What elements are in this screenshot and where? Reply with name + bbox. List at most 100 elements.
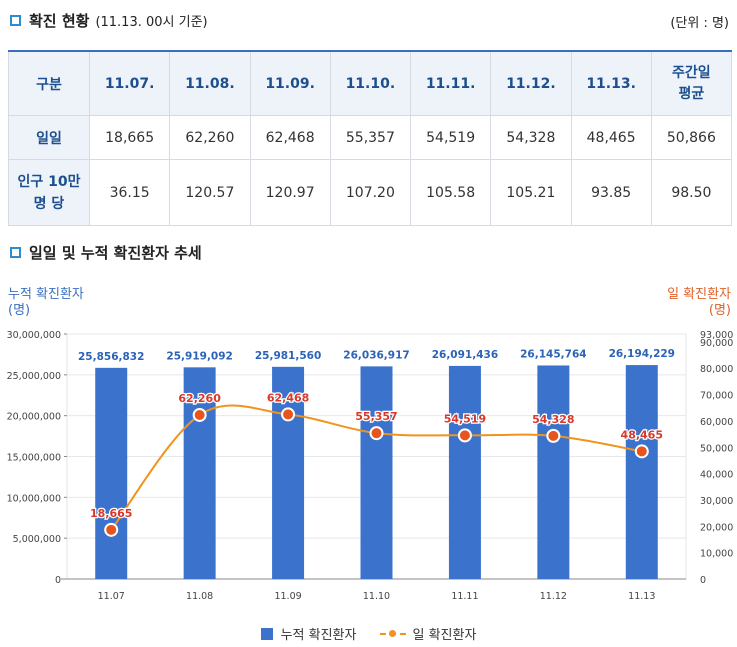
- right-tick-label: 90,000: [700, 338, 733, 349]
- legend-item-daily: 일 확진환자: [380, 624, 476, 643]
- table-row: 인구 10만 명 당 36.15 120.57 120.97 107.20 10…: [8, 159, 733, 226]
- bar-data-label: 25,856,832: [78, 351, 144, 363]
- table-header-cell: 11.08.: [169, 50, 251, 116]
- bar: [95, 367, 128, 579]
- section-title: 일일 및 누적 확진환자 추세: [29, 244, 202, 262]
- bar-data-label: 25,919,092: [166, 350, 232, 362]
- right-tick-label: 50,000: [700, 443, 733, 454]
- section-title: 확진 현황: [29, 12, 90, 30]
- table-cell: 54,328: [490, 115, 572, 160]
- left-tick-label: 10,000,000: [7, 493, 61, 504]
- legend-swatch-line: [380, 628, 407, 640]
- confirmed-cases-table: 구분 11.07. 11.08. 11.09. 11.10. 11.11. 11…: [8, 50, 733, 226]
- right-tick-label: 30,000: [700, 496, 733, 507]
- table-cell: 50,866: [650, 115, 733, 160]
- left-axis-title: 누적 확진환자 (명): [8, 287, 84, 318]
- section-subtitle: (11.13. 00시 기준): [95, 15, 208, 30]
- table-cell: 54,519: [409, 115, 492, 160]
- section-header-status: 확진 현황 (11.13. 00시 기준): [10, 10, 208, 31]
- table-cell: 36.15: [88, 159, 171, 226]
- line-point: [104, 522, 119, 537]
- table-cell: 120.97: [249, 159, 331, 226]
- table-cell: 105.21: [490, 159, 572, 226]
- table-cell: 48,465: [570, 115, 652, 160]
- table-cell: 105.58: [409, 159, 492, 226]
- line-point: [192, 407, 207, 422]
- right-tick-label: 93,000: [700, 330, 733, 341]
- bar: [272, 366, 305, 579]
- table-cell: 120.57: [169, 159, 251, 226]
- bar: [625, 365, 658, 579]
- table-cell: 98.50: [650, 159, 733, 226]
- left-tick-label: 25,000,000: [7, 371, 61, 382]
- right-tick-label: 40,000: [700, 470, 733, 481]
- table-header-cell: 구분: [8, 50, 90, 116]
- right-tick-label: 60,000: [700, 417, 733, 428]
- x-tick-label: 11.07: [98, 591, 125, 602]
- table-header-cell: 11.11.: [409, 50, 492, 116]
- line-point: [369, 426, 384, 441]
- right-tick-label: 10,000: [700, 549, 733, 560]
- line-point: [281, 407, 296, 422]
- x-tick-label: 11.10: [363, 591, 390, 602]
- legend-label: 일 확진환자: [412, 628, 477, 643]
- line-point: [546, 428, 561, 443]
- line-data-label: 55,357: [355, 410, 397, 423]
- table-header-cell: 11.09.: [249, 50, 331, 116]
- row-label: 인구 10만 명 당: [8, 159, 90, 226]
- right-tick-label: 80,000: [700, 364, 733, 375]
- right-axis-title: 일 확진환자 (명): [667, 287, 731, 318]
- table-cell: 62,260: [169, 115, 251, 160]
- table-cell: 55,357: [329, 115, 412, 160]
- bar: [448, 365, 481, 579]
- bar-data-label: 26,091,436: [432, 349, 498, 361]
- line-data-label: 62,468: [267, 391, 309, 404]
- cases-trend-chart: 0 5,000,000 10,000,000 15,000,000 20,000,000…: [7, 330, 734, 602]
- table-cell: 107.20: [329, 159, 412, 226]
- left-tick-label: 20,000,000: [7, 412, 61, 423]
- section-header-trend: 일일 및 누적 확진환자 추세: [10, 242, 202, 263]
- line-point: [634, 444, 649, 459]
- right-tick-label: 20,000: [700, 522, 733, 533]
- x-tick-label: 11.13: [628, 591, 655, 602]
- left-tick-label: 5,000,000: [13, 534, 61, 545]
- square-bullet-icon: [10, 247, 21, 258]
- x-tick-label: 11.09: [274, 591, 301, 602]
- left-tick-label: 30,000,000: [7, 330, 61, 341]
- table-row: 일일 18,665 62,260 62,468 55,357 54,519 54…: [8, 115, 733, 160]
- line-point: [457, 428, 472, 443]
- line-data-label: 18,665: [90, 507, 132, 520]
- right-tick-label: 0: [700, 575, 706, 586]
- left-tick-label: 0: [55, 575, 61, 586]
- table-header-cell: 11.12.: [490, 50, 572, 116]
- table-header-cell: 11.13.: [570, 50, 652, 116]
- line-data-label: 48,465: [621, 428, 663, 441]
- table-header-row: 구분 11.07. 11.08. 11.09. 11.10. 11.11. 11…: [8, 50, 733, 116]
- bar-data-label: 26,036,917: [343, 349, 409, 361]
- bar-data-label: 26,145,764: [520, 348, 586, 360]
- table-cell: 93.85: [570, 159, 652, 226]
- row-label: 일일: [8, 115, 90, 160]
- bar-data-label: 26,194,229: [609, 348, 675, 360]
- line-data-label: 54,519: [444, 412, 486, 425]
- bar: [537, 365, 570, 579]
- table-header-cell: 11.10.: [329, 50, 412, 116]
- x-tick-label: 11.08: [186, 591, 213, 602]
- square-bullet-icon: [10, 15, 21, 26]
- legend-label: 누적 확진환자: [280, 628, 357, 643]
- x-tick-label: 11.12: [540, 591, 567, 602]
- table-header-cell: 11.07.: [88, 50, 171, 116]
- unit-label: (단위 : 명): [670, 16, 729, 31]
- line-data-label: 54,328: [532, 413, 574, 426]
- table-header-cell: 주간일 평균: [650, 50, 733, 116]
- x-tick-label: 11.11: [451, 591, 478, 602]
- chart-legend: 누적 확진환자 일 확진환자: [0, 624, 737, 643]
- left-tick-label: 15,000,000: [7, 453, 61, 464]
- bar: [183, 367, 216, 579]
- bar-data-label: 25,981,560: [255, 350, 321, 362]
- table-cell: 18,665: [88, 115, 171, 160]
- legend-swatch-bar: [260, 627, 273, 640]
- bar: [360, 366, 393, 579]
- legend-item-cumulative: 누적 확진환자: [260, 624, 357, 643]
- right-tick-label: 70,000: [700, 391, 733, 402]
